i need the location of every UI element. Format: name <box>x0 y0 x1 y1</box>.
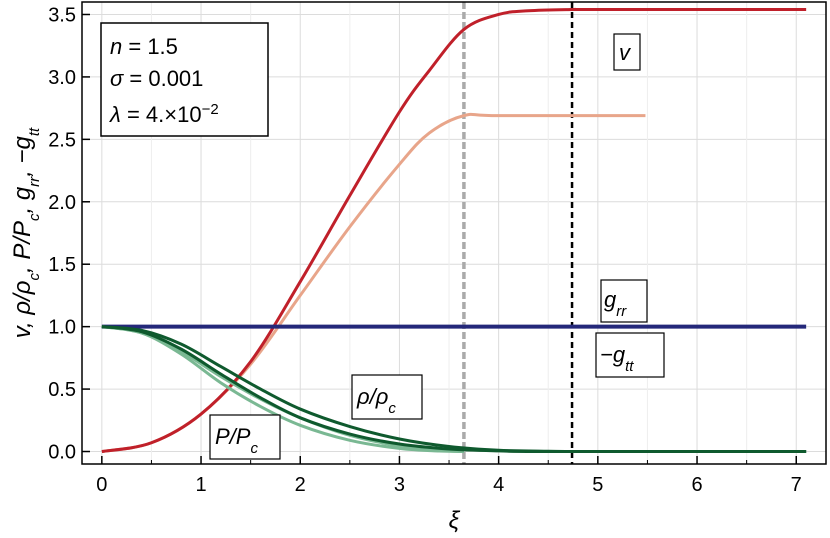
parameter-n: n = 1.5 <box>110 34 178 59</box>
label-gtt-text: −gtt <box>600 342 634 375</box>
plot-frame <box>81 1 827 465</box>
y-tick-label: 2.0 <box>48 192 76 214</box>
parameter-sigma: σ = 0.001 <box>110 66 203 91</box>
x-tick-label: 7 <box>791 474 802 496</box>
parameter-lambda: λ = 4.×10−2 <box>109 101 219 128</box>
label-grr-frame <box>600 279 648 323</box>
x-tick-label: 5 <box>592 474 603 496</box>
label-gtt-frame <box>595 332 665 378</box>
parameter-box-frame <box>100 22 269 137</box>
label-grr: grr <box>600 279 648 323</box>
tick-marks <box>82 13 797 464</box>
x-tick-label: 4 <box>493 474 504 496</box>
y-tick-label: 1.0 <box>48 317 76 339</box>
label-v: v <box>613 33 641 71</box>
parameter-box: n = 1.5 σ = 0.001 λ = 4.×10−2 <box>100 22 269 137</box>
x-tick-label: 0 <box>96 474 107 496</box>
y-tick-label: 0.0 <box>48 442 76 464</box>
series-line-6 <box>101 325 807 454</box>
y-tick-label: 3.0 <box>48 67 76 89</box>
label-p: P/Pc <box>209 414 281 460</box>
label-p-frame <box>209 414 281 460</box>
x-tick-label: 6 <box>691 474 702 496</box>
x-axis-title: ξ <box>449 507 461 534</box>
label-grr-text: grr <box>604 287 627 320</box>
label-gtt: −gtt <box>595 332 665 378</box>
tick-labels: 0 1 2 3 4 5 6 7 0.0 0.5 1.0 1.5 2.0 2.5 3.0 3.5 <box>48 4 802 496</box>
label-rho-text: ρ/ρc <box>356 384 396 417</box>
y-axis-title: v, ρ/ρc, P/Pc, grr, −gtt <box>9 127 43 338</box>
series-lines <box>101 7 807 454</box>
x-tick-label: 3 <box>394 474 405 496</box>
x-tick-label: 2 <box>295 474 306 496</box>
y-tick-label: 3.5 <box>48 4 76 26</box>
label-v-text: v <box>619 40 632 65</box>
label-p-text: P/Pc <box>215 424 258 457</box>
label-v-frame <box>613 33 641 71</box>
label-rho: ρ/ρc <box>351 374 423 420</box>
x-tick-label: 1 <box>195 474 206 496</box>
label-rho-frame <box>351 374 423 420</box>
y-tick-label: 0.5 <box>48 379 76 401</box>
vertical-reference-lines <box>462 2 574 464</box>
series-line-1 <box>101 7 807 453</box>
y-tick-label: 2.5 <box>48 129 76 151</box>
y-tick-label: 1.5 <box>48 254 76 276</box>
